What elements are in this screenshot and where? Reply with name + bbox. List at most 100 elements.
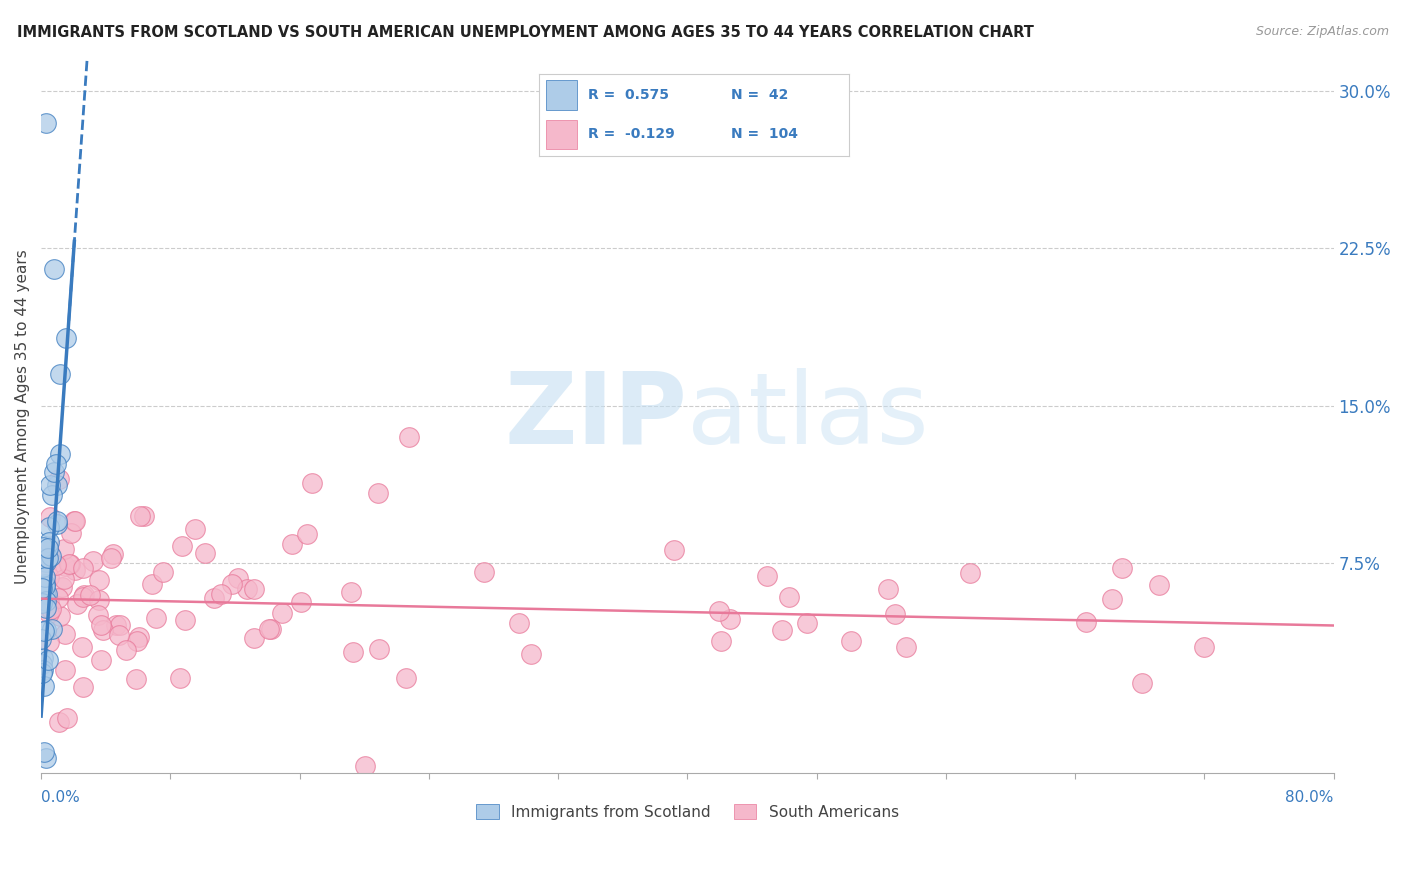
Point — [340, 585, 363, 599]
Point — [796, 616, 818, 631]
Point — [194, 546, 217, 560]
Point — [110, 617, 132, 632]
Point — [48, 472, 70, 486]
Point — [32, 651, 55, 665]
Point — [35, 555, 58, 569]
Point — [1111, 561, 1133, 575]
Point — [1194, 640, 1216, 654]
Point — [32, 679, 55, 693]
Point — [226, 571, 249, 585]
Point — [125, 672, 148, 686]
Point — [884, 607, 907, 621]
Point — [664, 543, 686, 558]
Point — [152, 565, 174, 579]
Point — [100, 550, 122, 565]
Point — [42, 465, 65, 479]
Point — [145, 611, 167, 625]
Point — [55, 331, 77, 345]
Point — [38, 509, 60, 524]
Point — [70, 640, 93, 654]
Point — [38, 606, 60, 620]
Point — [718, 612, 741, 626]
Point — [236, 582, 259, 597]
Point — [53, 664, 76, 678]
Point — [209, 587, 232, 601]
Point — [87, 573, 110, 587]
Point — [174, 613, 197, 627]
Point — [38, 597, 60, 611]
Point — [755, 569, 778, 583]
Point — [35, 594, 58, 608]
Point — [281, 537, 304, 551]
Text: 0.0%: 0.0% — [41, 789, 80, 805]
Point — [34, 570, 56, 584]
Point — [52, 572, 75, 586]
Point — [31, 559, 53, 574]
Point — [115, 642, 138, 657]
Point — [38, 545, 60, 559]
Point — [30, 632, 52, 647]
Point — [82, 554, 104, 568]
Point — [508, 615, 530, 630]
Point — [37, 550, 59, 565]
Point — [38, 601, 60, 615]
Text: IMMIGRANTS FROM SCOTLAND VS SOUTH AMERICAN UNEMPLOYMENT AMONG AGES 35 TO 44 YEAR: IMMIGRANTS FROM SCOTLAND VS SOUTH AMERIC… — [17, 25, 1033, 40]
Point — [141, 577, 163, 591]
Point — [53, 558, 76, 573]
Point — [38, 520, 60, 534]
Point — [398, 430, 420, 444]
Point — [35, 587, 58, 601]
Point — [31, 657, 53, 672]
Point — [86, 607, 108, 622]
Point — [53, 542, 76, 557]
Point — [35, 115, 58, 129]
Point — [38, 595, 60, 609]
Point — [45, 477, 67, 491]
Point — [38, 552, 60, 566]
Point — [59, 525, 82, 540]
Point — [134, 509, 156, 524]
Point — [41, 488, 63, 502]
Point — [301, 475, 323, 490]
Point — [128, 630, 150, 644]
Point — [31, 663, 53, 677]
Point — [107, 628, 129, 642]
Point — [41, 622, 63, 636]
Point — [35, 623, 58, 637]
Point — [271, 606, 294, 620]
Point — [91, 624, 114, 638]
Point — [129, 508, 152, 523]
Point — [259, 622, 281, 636]
Point — [34, 624, 56, 638]
Point — [710, 634, 733, 648]
Point — [202, 591, 225, 605]
Point — [49, 447, 72, 461]
Point — [243, 631, 266, 645]
Point — [79, 588, 101, 602]
Point — [51, 581, 73, 595]
Point — [35, 751, 58, 765]
Y-axis label: Unemployment Among Ages 35 to 44 years: Unemployment Among Ages 35 to 44 years — [15, 249, 30, 583]
Point — [37, 653, 59, 667]
Point — [56, 711, 79, 725]
Point — [72, 561, 94, 575]
Point — [34, 543, 56, 558]
Point — [31, 596, 53, 610]
Point — [1101, 592, 1123, 607]
Point — [38, 570, 60, 584]
Point — [127, 634, 149, 648]
Point — [894, 640, 917, 654]
Point — [45, 558, 67, 573]
Point — [243, 582, 266, 596]
Point — [354, 759, 377, 773]
Point — [707, 604, 730, 618]
Point — [66, 597, 89, 611]
Point — [31, 581, 53, 595]
Text: atlas: atlas — [688, 368, 929, 465]
Point — [876, 582, 898, 597]
Point — [63, 514, 86, 528]
Point — [367, 486, 389, 500]
Point — [63, 563, 86, 577]
Point — [65, 514, 87, 528]
Point — [39, 602, 62, 616]
